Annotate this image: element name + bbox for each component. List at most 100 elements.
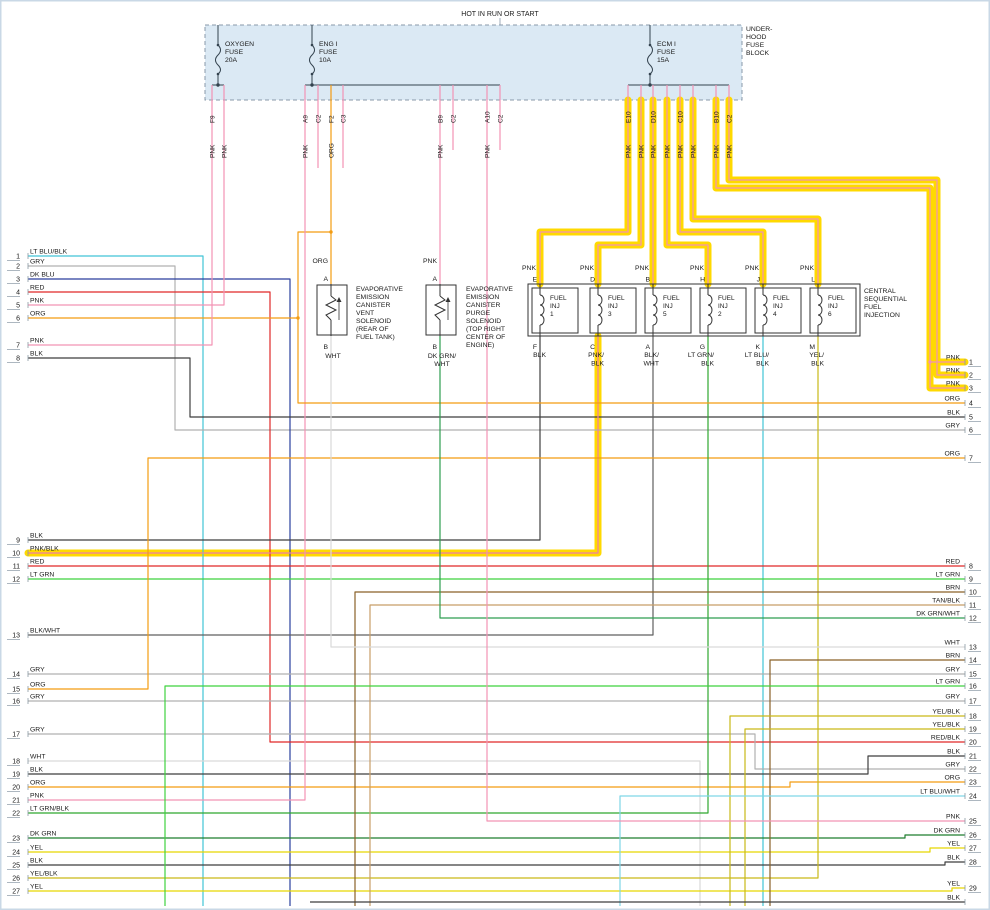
wire-color-label: BLK bbox=[947, 748, 960, 755]
pin-number: 25 bbox=[969, 819, 977, 826]
wire-color-label: BLK/WHT bbox=[30, 627, 60, 634]
wire bbox=[28, 755, 965, 775]
bottom-wire-label: BLK/ bbox=[644, 352, 659, 359]
wire-color-callout: PNK bbox=[651, 144, 658, 158]
top-wire-label: PNK bbox=[423, 258, 437, 265]
pin-number: 29 bbox=[969, 886, 977, 893]
connector-pin-label: C2 bbox=[316, 114, 323, 123]
bottom-pin-letter: K bbox=[755, 344, 760, 351]
wire-color-callout: PNK bbox=[678, 144, 685, 158]
wire-color-label: PNK bbox=[30, 337, 44, 344]
wire-color-label: ORG bbox=[30, 779, 45, 786]
injector-name: INJ bbox=[718, 303, 728, 310]
bottom-wire-label: BLK bbox=[701, 361, 714, 368]
wire-color-label: LT GRN bbox=[936, 571, 960, 578]
wire-color-label: DK GRN bbox=[934, 827, 961, 834]
wire-color-label: PNK bbox=[30, 297, 44, 304]
left-connector-row-2: 2 GRY bbox=[7, 258, 965, 431]
left-connector-row-17: 17 GRY bbox=[7, 726, 965, 770]
injector-name: FUEL bbox=[550, 295, 567, 302]
wire bbox=[28, 291, 965, 743]
bottom-wire-label: LT GRN/ bbox=[688, 352, 714, 359]
junction-dot bbox=[216, 83, 220, 87]
bottom-wire-label: PNK/ bbox=[588, 352, 604, 359]
wire-color-label: PNK bbox=[946, 380, 960, 387]
wire bbox=[28, 457, 965, 690]
component-name: CANISTER bbox=[466, 302, 500, 309]
injector-box bbox=[531, 287, 579, 334]
left-connector-row-5: 5 PNK bbox=[7, 85, 225, 310]
wire-color-label: YEL/BLK bbox=[932, 708, 960, 715]
wire bbox=[597, 85, 642, 284]
wire-color-label: WHT bbox=[945, 639, 960, 646]
wire-color-label: DK GRN bbox=[30, 830, 57, 837]
component-name: EMISSION bbox=[356, 294, 389, 301]
wire-color-callout: PNK bbox=[639, 144, 646, 158]
left-connector-row-14: 14 GRY bbox=[7, 666, 965, 679]
injector-box bbox=[699, 287, 747, 334]
injector-coil-symbol bbox=[652, 294, 658, 326]
wire-color-label: YEL bbox=[30, 844, 43, 851]
pin-number: 13 bbox=[969, 645, 977, 652]
wire-color-callout: PNK bbox=[626, 144, 633, 158]
plunger-arrow-icon bbox=[336, 297, 342, 302]
wire bbox=[330, 336, 965, 648]
right-connector-row-10: BRN 10 bbox=[354, 584, 981, 906]
pin-number: 10 bbox=[12, 551, 20, 558]
pin-number: 2 bbox=[969, 373, 973, 380]
wire bbox=[28, 336, 654, 636]
right-connector-row-26: DK GRN 26 bbox=[934, 827, 981, 840]
wire-color-label: GRY bbox=[945, 422, 960, 429]
pin-number: 23 bbox=[12, 836, 20, 843]
bottom-wire-label: WHT bbox=[644, 361, 659, 368]
wire bbox=[728, 85, 965, 376]
fuse-label: FUSE bbox=[657, 49, 676, 56]
right-connector-row-19: YEL/BLK 19 bbox=[744, 721, 981, 906]
right-connector-row-16: LT GRN 16 bbox=[164, 678, 981, 906]
pin-number: 18 bbox=[969, 714, 977, 721]
right-connector-row-5: BLK 5 bbox=[947, 409, 981, 422]
right-connector-row-6: GRY 6 bbox=[945, 422, 981, 435]
component-name: CENTER OF bbox=[466, 334, 505, 341]
bottom-pin-letter: B bbox=[432, 344, 437, 351]
right-connector-row-21: BLK 21 bbox=[947, 748, 981, 761]
injector-box bbox=[644, 287, 692, 334]
pin-number: 26 bbox=[969, 833, 977, 840]
pin-number: 23 bbox=[969, 780, 977, 787]
injector-name: FUEL bbox=[663, 295, 680, 302]
left-connector-row-6: 6 ORG bbox=[7, 231, 331, 323]
component-name: EVAPORATIVE bbox=[356, 286, 403, 293]
wire-color-label: PNK bbox=[946, 354, 960, 361]
connector-pin-label: B9 bbox=[438, 115, 445, 123]
wire-color-label: YEL/BLK bbox=[932, 721, 960, 728]
fuse-symbol bbox=[215, 44, 221, 75]
top-pin-letter: J bbox=[757, 277, 760, 284]
wire-color-label: BLK bbox=[30, 857, 43, 864]
wire-color-label: YEL bbox=[947, 880, 960, 887]
connector-pin-label: F9 bbox=[210, 115, 217, 123]
solenoid-coil-symbol bbox=[324, 295, 338, 321]
injector-name: INJ bbox=[608, 303, 618, 310]
pin-number: 7 bbox=[16, 343, 20, 350]
top-pin-letter: A bbox=[432, 276, 437, 283]
wire-color-callout: PNK bbox=[303, 144, 310, 158]
wire-color-callout: PNK bbox=[438, 144, 445, 158]
wire bbox=[619, 795, 965, 906]
fuse-block-side-label: UNDER- bbox=[746, 26, 772, 33]
left-connector-row-23: 23 DK GRN bbox=[7, 830, 965, 843]
injector-name: 2 bbox=[718, 311, 722, 318]
bottom-wire-label: WHT bbox=[434, 361, 449, 368]
wire bbox=[28, 85, 306, 801]
pin-number: 3 bbox=[16, 277, 20, 284]
wire-color-label: TAN/BLK bbox=[932, 597, 960, 604]
top-pin-letter: E bbox=[532, 277, 537, 284]
pin-number: 20 bbox=[12, 785, 20, 792]
top-pin-letter: D bbox=[590, 277, 595, 284]
left-connector-row-26: 26 YEL/BLK bbox=[7, 336, 819, 883]
junction-dot bbox=[648, 83, 652, 87]
top-wire-label: PNK bbox=[800, 265, 814, 272]
component-name: SEQUENTIAL bbox=[864, 296, 907, 303]
